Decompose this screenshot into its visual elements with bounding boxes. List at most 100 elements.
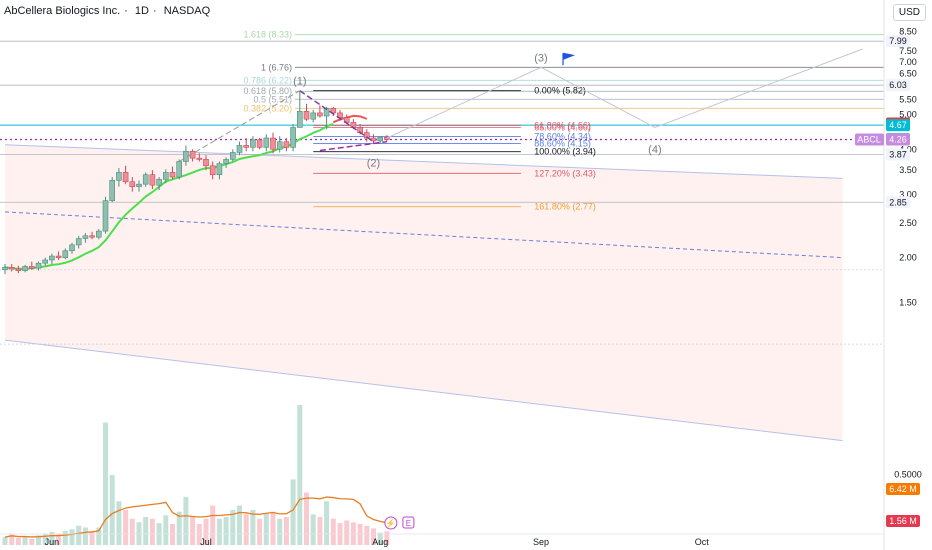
volume-bar: [270, 511, 276, 545]
volume-bar: [263, 513, 269, 545]
candle: [223, 159, 229, 164]
volume-bar: [371, 528, 376, 545]
candle: [323, 108, 330, 117]
fib-retracement-label: 61.80% (4.66): [534, 120, 591, 130]
price-tag-label: 3.87: [889, 149, 907, 159]
earnings-icon-glyph: E: [406, 519, 411, 528]
price-axis-tick: 8.50: [899, 27, 917, 37]
candle: [370, 137, 377, 142]
candle: [35, 262, 42, 269]
wave-label: (3): [534, 52, 547, 64]
volume-bar: [103, 422, 108, 545]
volume-bar: [15, 538, 21, 545]
fib-extension-label: 1.618 (8.33): [243, 30, 292, 40]
candle: [377, 136, 384, 142]
volume-tag-label: 1.56 M: [889, 516, 917, 526]
price-axis-tick: 2.50: [899, 218, 917, 228]
candle: [156, 179, 162, 186]
moving-average-down-line: [332, 114, 368, 124]
candle: [310, 112, 317, 120]
volume-bar: [283, 517, 289, 545]
candle: [203, 159, 209, 167]
candle: [270, 137, 276, 150]
price-axis-tick: 3.00: [899, 189, 917, 199]
candle: [163, 172, 169, 180]
volume-bar: [109, 475, 115, 545]
volume-bar: [36, 535, 41, 545]
candle: [129, 181, 136, 187]
volume-ma-tag: [886, 483, 920, 495]
volume-bar: [170, 524, 175, 545]
fib-retracement-label: 65.00% (4.60): [534, 122, 591, 132]
volume-bar: [364, 525, 370, 545]
dividend-icon: [384, 516, 398, 530]
ticker-price-tag: [886, 133, 910, 146]
volume-bar: [250, 510, 256, 545]
candle: [303, 111, 310, 120]
earnings-icon: [402, 516, 415, 529]
candle: [196, 157, 203, 160]
candle: [42, 259, 49, 264]
time-axis-label: Jun: [45, 537, 60, 547]
volume-bar: [223, 517, 229, 545]
fib-retracement-label: 127.20% (3.43): [534, 168, 596, 178]
volume-ma-tag-label: 6.42 M: [889, 484, 917, 494]
volume-bar: [56, 534, 62, 545]
ticker-price-label: 4.26: [889, 134, 907, 144]
candle: [15, 268, 22, 271]
price-axis-tick: 0.5000: [894, 469, 922, 479]
candle: [109, 180, 115, 201]
fib-extension-label: 0.5 (5.51): [253, 94, 292, 104]
volume-bar: [129, 518, 135, 545]
candle: [116, 172, 122, 181]
price-axis-tick: 7.50: [899, 46, 917, 56]
volume-bar: [203, 518, 209, 545]
candle: [142, 174, 149, 185]
flag-icon: [562, 52, 576, 66]
interval-label[interactable]: 1D: [134, 5, 149, 17]
volume-bar: [163, 515, 169, 545]
volume-bar: [377, 532, 383, 545]
volume-bar: [324, 501, 330, 545]
volume-bar: [89, 531, 95, 545]
candle: [28, 266, 35, 269]
candle: [8, 266, 15, 270]
candle: [256, 139, 263, 148]
fib-retracement-label: 78.60% (4.34): [534, 132, 591, 142]
candle: [122, 172, 129, 183]
candle: [22, 266, 28, 271]
candle: [290, 127, 296, 148]
candle: [69, 244, 75, 252]
volume-bar: [62, 531, 68, 545]
price-tag-label: 4.67: [889, 120, 907, 130]
time-axis-label: Aug: [372, 537, 388, 547]
symbol-name: AbCellera Biologics Inc.: [4, 5, 121, 17]
price-axis-tick: 7.00: [899, 57, 917, 67]
wave-label: (1): [293, 76, 306, 88]
candle: [96, 230, 102, 238]
trendline-fall: [299, 90, 374, 143]
volume-bar: [116, 501, 122, 545]
fib-retracement-label: 100.00% (3.94): [534, 147, 596, 157]
wave-projection: [386, 48, 863, 139]
price-tag: [886, 148, 910, 161]
price-axis-tick: 3.50: [899, 165, 917, 175]
candle: [317, 112, 323, 117]
candle: [89, 235, 95, 238]
candle: [176, 161, 182, 178]
volume-bar: [304, 492, 309, 545]
volume-bar: [257, 518, 263, 545]
volume-bar: [297, 405, 303, 545]
candle: [102, 200, 109, 232]
currency-button[interactable]: USD: [892, 4, 926, 21]
fib-extension-label: 0.786 (6.22): [243, 75, 292, 85]
candle: [243, 145, 249, 148]
price-axis-tick: 5.00: [899, 109, 917, 119]
wave-label: (4): [648, 144, 661, 156]
volume-bar: [230, 510, 236, 545]
time-axis-label: Jul: [200, 537, 212, 547]
trendline-purple: [319, 140, 387, 152]
volume-ma-line: [4, 496, 388, 538]
